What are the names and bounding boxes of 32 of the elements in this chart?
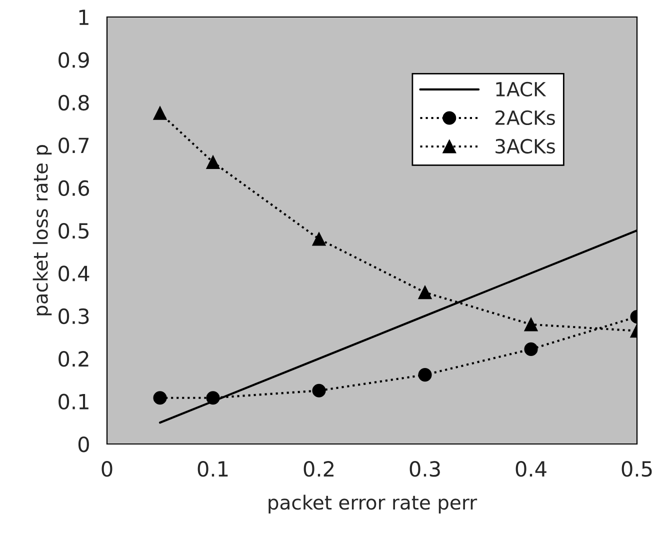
- y-tick-label: 0.7: [58, 138, 89, 154]
- y-tick-label: 0.8: [58, 94, 89, 111]
- x-axis-title: packet error rate perr: [268, 494, 478, 514]
- y-tick-label: 0.1: [58, 394, 88, 410]
- legend-label: 3ACKs: [496, 138, 555, 154]
- y-tick-label: 0.2: [58, 351, 88, 367]
- y-tick-label: 0.5: [58, 222, 89, 239]
- y-tick-label: 0: [78, 436, 89, 452]
- y-tick-label: 0.9: [58, 52, 89, 68]
- x-tick-label: 0.5: [622, 461, 652, 477]
- point: [206, 391, 220, 405]
- legend-label: 2ACKs: [496, 110, 555, 126]
- point: [418, 286, 432, 300]
- x-tick-label: 0.4: [516, 461, 546, 477]
- legend-label: 1ACK: [496, 82, 546, 97]
- point: [312, 232, 326, 246]
- y-axis-title: packet loss rate p: [32, 145, 52, 316]
- point: [524, 318, 538, 332]
- y-tick-label: 0.6: [58, 180, 90, 196]
- point: [153, 391, 167, 405]
- point: [418, 368, 432, 382]
- point: [312, 384, 326, 398]
- point: [153, 106, 167, 120]
- y-tick-label: 0.4: [58, 266, 90, 282]
- y-tick-label: 0.3: [58, 308, 89, 324]
- x-tick-label: 0.2: [304, 461, 334, 477]
- y-tick-label: 1: [79, 10, 88, 25]
- x-tick-label: 0: [102, 461, 112, 477]
- point: [524, 342, 538, 356]
- point: [206, 155, 220, 169]
- x-tick-label: 0.1: [198, 461, 228, 477]
- x-tick-label: 0.3: [410, 461, 440, 477]
